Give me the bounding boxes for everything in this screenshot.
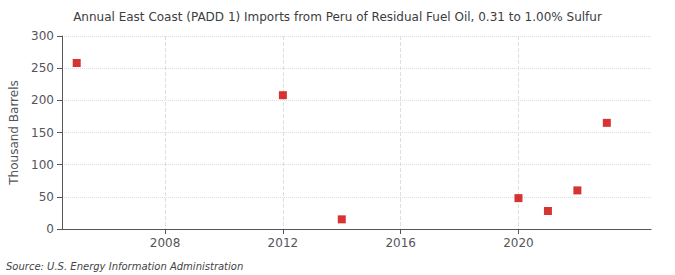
svg-text:2016: 2016 [385, 236, 416, 250]
svg-text:Annual East Coast (PADD 1) Imp: Annual East Coast (PADD 1) Imports from … [73, 10, 602, 24]
svg-text:2012: 2012 [268, 236, 299, 250]
svg-text:50: 50 [39, 190, 54, 204]
svg-text:200: 200 [31, 93, 54, 107]
svg-text:100: 100 [31, 158, 54, 172]
svg-text:150: 150 [31, 126, 54, 140]
svg-text:300: 300 [31, 29, 54, 43]
svg-text:Source: U.S. Energy Informatio: Source: U.S. Energy Information Administ… [6, 261, 243, 272]
svg-text:2020: 2020 [503, 236, 534, 250]
svg-text:2008: 2008 [150, 236, 181, 250]
svg-text:250: 250 [31, 61, 54, 75]
svg-text:0: 0 [46, 222, 54, 236]
svg-text:Thousand Barrels: Thousand Barrels [7, 80, 21, 185]
